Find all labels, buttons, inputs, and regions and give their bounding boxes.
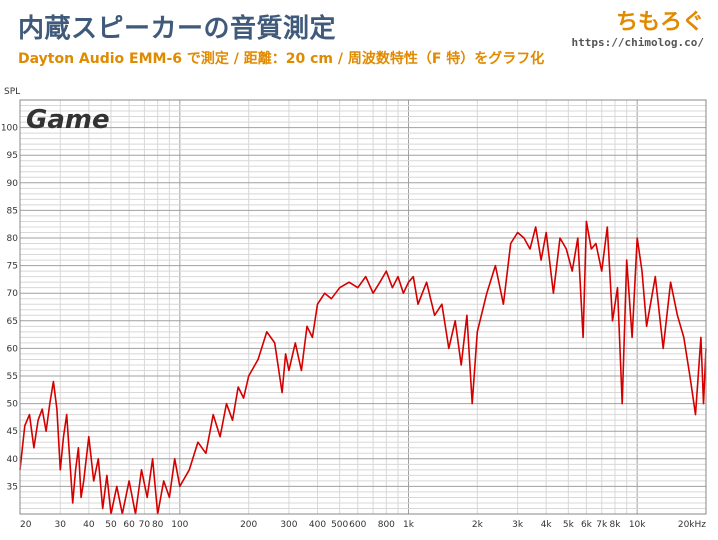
chart-grid [19,99,707,515]
y-tick-label: 85 [7,206,18,216]
brand-url: https://chimolog.co/ [571,36,704,49]
x-tick-label: 20 [20,520,32,530]
y-tick-label: 100 [1,124,18,134]
y-tick-label: 90 [7,179,19,189]
x-tick-label: 6k [581,520,593,530]
x-tick-label: 50 [105,520,117,530]
x-tick-label: 800 [378,520,395,530]
y-tick-label: 45 [7,427,18,437]
x-tick-label: 70 [139,520,151,530]
series-layer [19,220,707,515]
y-tick-label: 50 [7,400,19,410]
y-tick-label: 70 [7,289,19,299]
x-tick-label: 200 [240,520,257,530]
x-tick-label: 300 [280,520,297,530]
x-tick-label: 5k [563,520,575,530]
x-tick-label: 20kHz [678,520,706,530]
y-axis-label: SPL [4,87,20,97]
x-tick-label: 30 [55,520,67,530]
x-tick-label: 400 [309,520,326,530]
page-title: 内蔵スピーカーの音質測定 [18,14,337,44]
x-tick-label: 7k [596,520,608,530]
y-tick-label: 40 [7,455,19,465]
brand-logo: ちもろぐ [615,10,704,35]
x-tick-label: 4k [541,520,553,530]
x-tick-label: 8k [610,520,622,530]
x-axis-ticks: 20 30 40 50 60 70 80 100 200 300 400 500 600 800 1k 2k 3… [20,520,706,530]
y-tick-label: 65 [7,317,18,327]
x-tick-label: 1k [403,520,415,530]
y-axis-ticks: 35 40 45 50 55 60 65 70 75 80 85 90 95 100 [1,124,18,493]
series-line [19,220,707,515]
panel-label: Game [26,105,110,135]
y-tick-label: 55 [7,372,18,382]
x-tick-label: 40 [83,520,95,530]
x-tick-label: 10k [629,520,646,530]
x-tick-label: 80 [152,520,164,530]
x-tick-label: 600 [349,520,366,530]
y-tick-label: 75 [7,262,18,272]
x-tick-label: 500 [331,520,348,530]
y-tick-label: 35 [7,482,18,492]
y-tick-label: 60 [7,344,19,354]
x-tick-label: 100 [171,520,188,530]
x-tick-label: 3k [512,520,524,530]
page-subtitle: Dayton Audio EMM-6 で測定 / 距離：20 cm / 周波数特… [18,51,545,67]
y-tick-label: 80 [7,234,19,244]
y-tick-label: 95 [7,151,18,161]
x-tick-label: 60 [123,520,135,530]
x-tick-label: 2k [472,520,484,530]
plot-frame [19,99,707,515]
